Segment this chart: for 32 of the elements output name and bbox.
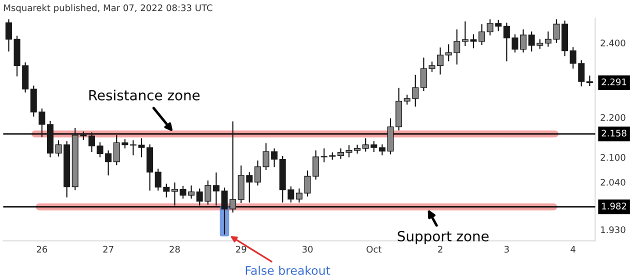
ref-line-label: 2.158 bbox=[602, 130, 626, 137]
candlestick bbox=[586, 75, 593, 87]
candlestick bbox=[5, 18, 12, 52]
text: 2.291 bbox=[602, 78, 626, 86]
x-tick-label: 26 bbox=[36, 246, 48, 253]
x-tick-label: 28 bbox=[170, 246, 180, 253]
y-tick-label: 2.100 bbox=[600, 154, 626, 161]
x-tick-label: 30 bbox=[302, 246, 313, 253]
x-tick-label: 4 bbox=[570, 246, 576, 253]
candlestick bbox=[130, 140, 136, 156]
x-tick-label: 29 bbox=[236, 246, 246, 253]
candlestick bbox=[88, 132, 95, 153]
annotation: Resistance zone bbox=[89, 90, 200, 100]
y-tick-label: 2.040 bbox=[600, 178, 626, 186]
text: Msquarekt published, Mar 07, 2022 08:33 UTC bbox=[4, 4, 212, 13]
x-tick-label: 3 bbox=[504, 246, 509, 253]
candlestick bbox=[354, 144, 361, 154]
text: False breakout bbox=[246, 266, 330, 275]
y-tick-label: 2.200 bbox=[600, 114, 626, 121]
y-tick-label: 2.400 bbox=[600, 40, 626, 46]
annotation: Support zone bbox=[398, 230, 489, 244]
x-tick-label: 2 bbox=[438, 246, 442, 253]
candlestick bbox=[478, 24, 486, 46]
candlestick bbox=[171, 182, 178, 206]
x-tick-label: Oct bbox=[366, 246, 382, 253]
ref-line-label: 1.982 bbox=[602, 202, 626, 210]
candlestick bbox=[212, 172, 220, 206]
x-tick-label: 27 bbox=[103, 246, 114, 253]
candlestick bbox=[437, 46, 444, 76]
y-tick-label: 1.930 bbox=[601, 226, 626, 234]
candlestick bbox=[254, 160, 261, 186]
candlestick bbox=[520, 28, 527, 54]
